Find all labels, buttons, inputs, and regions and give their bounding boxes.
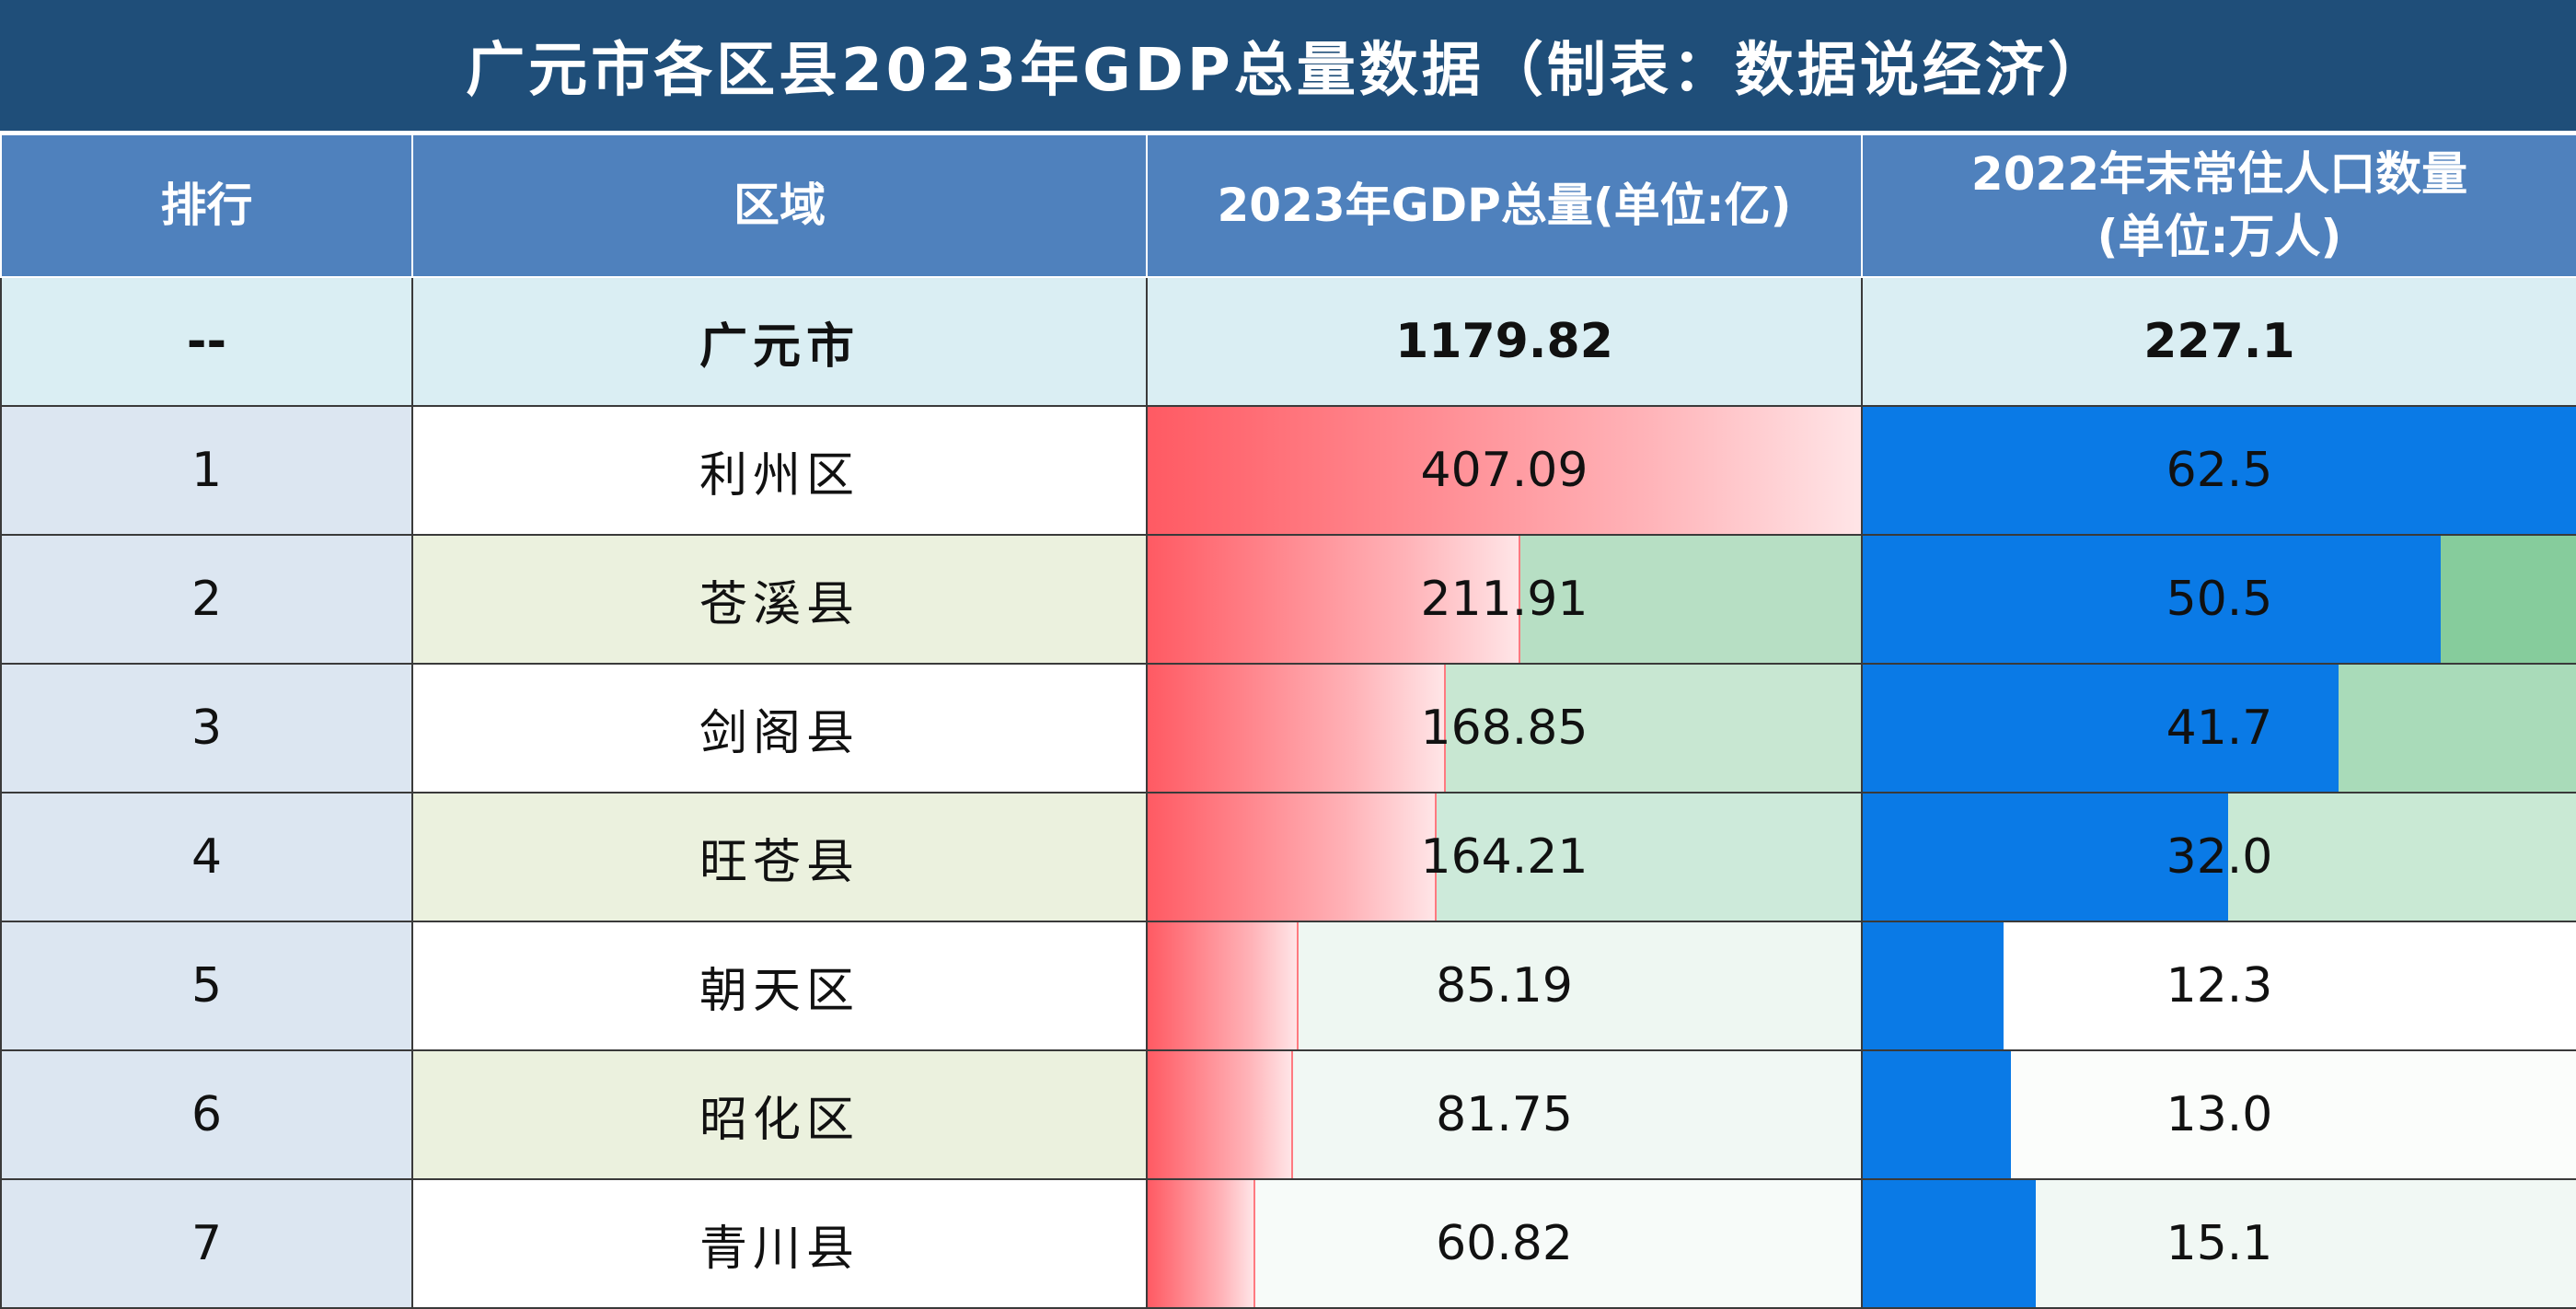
population-value: 12.3 [2166, 958, 2273, 1014]
total-rank: -- [0, 276, 413, 407]
gdp-value: 168.85 [1420, 701, 1588, 756]
gdp-cell: 85.19 [1146, 921, 1863, 1051]
population-bar [1864, 1052, 2012, 1177]
gdp-value: 60.82 [1436, 1216, 1573, 1271]
header-region: 区域 [411, 133, 1148, 278]
population-bar [1864, 666, 2339, 791]
table-row: 3 剑阁县 168.85 41.7 [0, 663, 2576, 794]
population-cell: 50.5 [1861, 534, 2576, 665]
region-cell: 利州区 [411, 405, 1148, 536]
header-population-line1: 2022年末常住人口数量 [1970, 147, 2468, 201]
table-row: 7 青川县 60.82 15.1 [0, 1178, 2576, 1309]
gdp-bar [1149, 537, 1520, 662]
table-row: 4 旺苍县 164.21 32.0 [0, 792, 2576, 922]
region-cell: 朝天区 [411, 921, 1148, 1051]
table-row: 6 昭化区 81.75 13.0 [0, 1049, 2576, 1180]
population-cell: 62.5 [1861, 405, 2576, 536]
gdp-bar [1149, 1052, 1293, 1177]
population-bar [1864, 1181, 2036, 1306]
header-population: 2022年末常住人口数量 (单位:万人) [1861, 133, 2576, 278]
table-row: 1 利州区 407.09 62.5 [0, 405, 2576, 536]
region-cell: 昭化区 [411, 1049, 1148, 1180]
population-value: 32.0 [2166, 829, 2273, 885]
region-cell: 旺苍县 [411, 792, 1148, 922]
gdp-cell: 81.75 [1146, 1049, 1863, 1180]
table-row: 2 苍溪县 211.91 50.5 [0, 534, 2576, 665]
population-cell: 12.3 [1861, 921, 2576, 1051]
gdp-cell: 168.85 [1146, 663, 1863, 794]
gdp-bar [1149, 794, 1438, 920]
rank-cell: 2 [0, 534, 413, 665]
total-population: 227.1 [1861, 276, 2576, 407]
population-bar [1864, 794, 2228, 920]
total-gdp: 1179.82 [1146, 276, 1863, 407]
gdp-cell: 60.82 [1146, 1178, 1863, 1309]
rank-cell: 1 [0, 405, 413, 536]
gdp-cell: 164.21 [1146, 792, 1863, 922]
region-cell: 青川县 [411, 1178, 1148, 1309]
population-bar [1864, 408, 2575, 533]
population-value: 41.7 [2166, 701, 2273, 756]
population-cell: 41.7 [1861, 663, 2576, 794]
header-row: 排行 区域 2023年GDP总量(单位:亿) 2022年末常住人口数量 (单位:… [0, 133, 2576, 278]
header-population-line2: (单位:万人) [2097, 209, 2342, 263]
gdp-cell: 407.09 [1146, 405, 1863, 536]
gdp-bar [1149, 408, 1860, 533]
population-value: 15.1 [2166, 1216, 2273, 1271]
region-cell: 剑阁县 [411, 663, 1148, 794]
table-title: 广元市各区县2023年GDP总量数据（制表：数据说经济） [0, 0, 2576, 133]
gdp-value: 164.21 [1420, 829, 1588, 885]
rank-cell: 6 [0, 1049, 413, 1180]
gdp-value: 85.19 [1436, 958, 1573, 1014]
population-bar [1864, 537, 2441, 662]
population-value: 50.5 [2166, 572, 2273, 627]
population-cell: 15.1 [1861, 1178, 2576, 1309]
gdp-value: 407.09 [1420, 443, 1588, 498]
rank-cell: 5 [0, 921, 413, 1051]
rank-cell: 4 [0, 792, 413, 922]
population-cell: 32.0 [1861, 792, 2576, 922]
population-value: 13.0 [2166, 1087, 2273, 1142]
gdp-bar [1149, 666, 1446, 791]
region-cell: 苍溪县 [411, 534, 1148, 665]
population-value: 62.5 [2166, 443, 2273, 498]
header-gdp: 2023年GDP总量(单位:亿) [1146, 133, 1863, 278]
gdp-value: 81.75 [1436, 1087, 1573, 1142]
header-rank: 排行 [0, 133, 413, 278]
gdp-table: 排行 区域 2023年GDP总量(单位:亿) 2022年末常住人口数量 (单位:… [0, 133, 2576, 1309]
gdp-value: 211.91 [1420, 572, 1588, 627]
total-row: -- 广元市 1179.82 227.1 [0, 276, 2576, 407]
population-cell: 13.0 [1861, 1049, 2576, 1180]
gdp-cell: 211.91 [1146, 534, 1863, 665]
population-bar [1864, 923, 2004, 1048]
rank-cell: 7 [0, 1178, 413, 1309]
table-row: 5 朝天区 85.19 12.3 [0, 921, 2576, 1051]
rank-cell: 3 [0, 663, 413, 794]
gdp-bar [1149, 1181, 1256, 1306]
gdp-bar [1149, 923, 1299, 1048]
total-region: 广元市 [411, 276, 1148, 407]
